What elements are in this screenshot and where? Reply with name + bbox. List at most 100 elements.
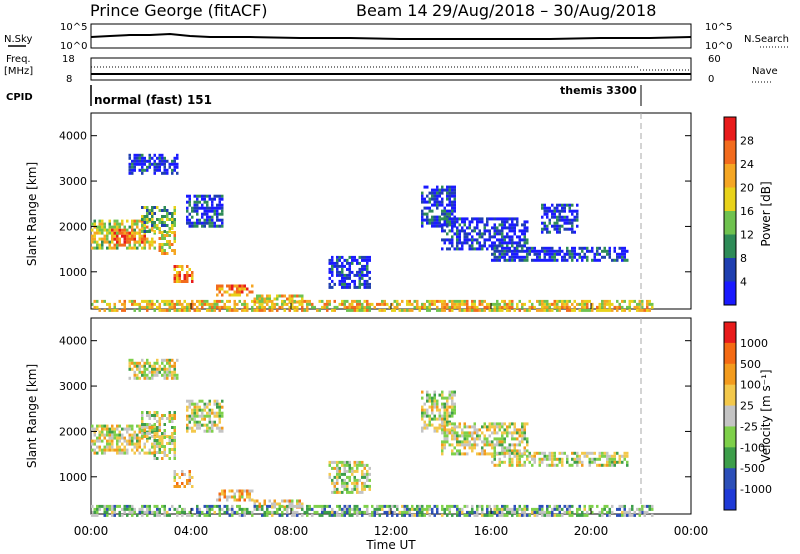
power-cell <box>503 255 506 259</box>
power-cell <box>528 308 531 312</box>
velocity-cell <box>113 436 116 440</box>
power-cell <box>558 230 561 234</box>
velocity-cell <box>153 457 156 460</box>
velocity-cell <box>106 424 109 428</box>
power-cell <box>183 308 186 312</box>
velocity-cell <box>471 437 474 441</box>
power-cell <box>121 308 124 312</box>
velocity-cell <box>166 361 169 365</box>
power-cell <box>148 243 151 247</box>
power-cell <box>251 305 254 309</box>
power-cell <box>646 299 649 303</box>
velocity-cell <box>186 429 189 433</box>
colorbar-swatch <box>724 211 736 235</box>
velocity-cell <box>493 443 496 447</box>
velocity-cell <box>146 504 149 508</box>
power-cell <box>618 252 621 256</box>
velocity-cell <box>466 425 469 429</box>
velocity-cell <box>481 452 484 456</box>
velocity-cell <box>281 504 284 508</box>
power-cell <box>216 305 219 309</box>
power-cell <box>366 285 369 289</box>
velocity-cell <box>113 433 116 437</box>
power-cell <box>471 238 474 242</box>
velocity-cell <box>91 510 94 514</box>
colorbar-swatch <box>724 234 736 259</box>
velocity-cell <box>443 396 446 400</box>
power-cell <box>456 232 459 236</box>
power-cell <box>508 217 511 221</box>
velocity-cell <box>136 364 139 368</box>
velocity-cell <box>356 484 359 488</box>
power-cell <box>448 308 451 312</box>
power-cell <box>506 235 509 239</box>
velocity-cell <box>573 460 576 464</box>
power-cell <box>118 240 121 244</box>
power-cell <box>226 308 229 312</box>
power-cell <box>208 197 211 201</box>
power-cell <box>446 247 449 251</box>
velocity-cell <box>508 510 511 514</box>
power-cell <box>93 237 96 241</box>
velocity-cell <box>188 513 191 517</box>
velocity-cell <box>213 414 216 418</box>
velocity-cell <box>361 460 364 464</box>
velocity-cell <box>496 425 499 429</box>
power-cell <box>433 224 436 228</box>
colorbar-swatch <box>724 164 736 188</box>
power-cell <box>301 300 304 304</box>
power-cell <box>451 235 454 239</box>
velocity-cell <box>441 390 444 394</box>
power-cell <box>438 191 441 195</box>
velocity-cell <box>421 429 424 433</box>
velocity-cell <box>196 402 199 406</box>
power-cell <box>261 302 264 306</box>
velocity-cell <box>261 507 264 511</box>
power-cell <box>566 305 569 309</box>
velocity-cell <box>423 420 426 424</box>
velocity-cell <box>461 434 464 438</box>
velocity-cell <box>501 431 504 435</box>
velocity-cell <box>96 436 99 440</box>
power-cell <box>163 302 166 306</box>
power-cell <box>506 302 509 306</box>
power-cell <box>563 209 566 213</box>
power-cell <box>218 290 221 294</box>
power-cell <box>561 206 564 210</box>
velocity-cell <box>251 513 254 517</box>
power-cell <box>271 302 274 306</box>
velocity-cell <box>558 457 561 461</box>
power-cell <box>163 243 166 246</box>
power-cell <box>476 238 479 242</box>
velocity-cell <box>481 507 484 511</box>
velocity-cell <box>541 457 544 461</box>
velocity-cell <box>426 390 429 394</box>
velocity-cell <box>343 466 346 470</box>
velocity-cell <box>96 507 99 511</box>
velocity-cell <box>101 451 104 455</box>
velocity-cell <box>616 513 619 517</box>
velocity-cell <box>243 510 246 514</box>
power-cell <box>211 209 214 213</box>
power-cell <box>168 162 171 166</box>
power-cell <box>488 217 491 221</box>
power-cell <box>91 234 94 238</box>
power-cell <box>466 226 469 230</box>
velocity-cell <box>103 504 106 508</box>
velocity-cell <box>393 504 396 508</box>
velocity-cell <box>218 510 221 514</box>
power-cell <box>151 212 154 215</box>
velocity-cell <box>481 449 484 453</box>
power-cell <box>596 249 599 253</box>
power-cell <box>291 302 294 306</box>
velocity-cell <box>148 361 151 365</box>
power-cell <box>636 302 639 306</box>
power-cell <box>531 249 534 253</box>
velocity-cell <box>568 463 571 467</box>
power-cell <box>506 241 509 245</box>
velocity-heatmap <box>91 358 654 517</box>
velocity-cell <box>171 417 174 420</box>
power-cell <box>396 305 399 309</box>
power-cell <box>208 305 211 309</box>
velocity-cell <box>178 504 181 508</box>
